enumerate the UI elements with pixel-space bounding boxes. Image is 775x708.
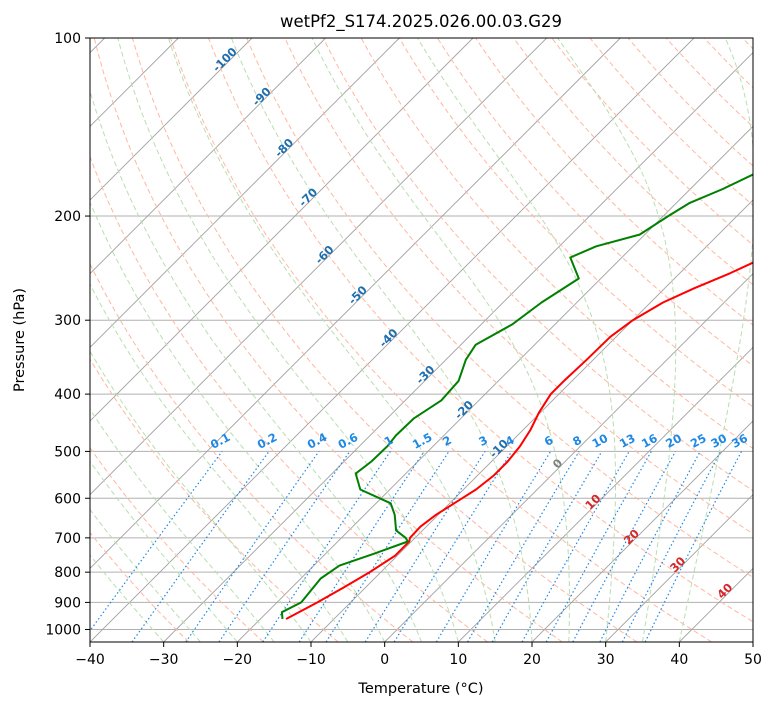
mixing-ratio-line	[572, 451, 677, 642]
mixing-ratio-line	[131, 451, 270, 642]
x-tick-label: 10	[449, 652, 467, 668]
x-tick-label: 0	[380, 652, 389, 668]
moist-adiabats	[90, 38, 753, 642]
mixing-ratio-line	[325, 451, 450, 642]
x-tick-label: 20	[523, 652, 541, 668]
isotherm-line	[90, 38, 547, 496]
dry-adiabat	[90, 262, 414, 642]
mixing-ratio-lines	[90, 451, 743, 642]
x-tick-label: −40	[75, 652, 105, 668]
moist-adiabat	[167, 38, 496, 642]
mixing-ratio-label: 20	[663, 431, 684, 451]
y-tick-label: 1000	[45, 622, 81, 638]
moist-adiabat	[90, 201, 386, 642]
pressure-gridlines	[90, 38, 753, 630]
mixing-ratio-line	[90, 451, 223, 632]
y-tick-label: 600	[54, 491, 81, 507]
y-axis-title: Pressure (hPa)	[12, 288, 28, 392]
moist-adiabat	[90, 408, 275, 642]
mixing-ratio-label: 30	[708, 431, 729, 451]
x-tick-label: 40	[670, 652, 688, 668]
dry-adiabat	[131, 38, 638, 642]
moist-adiabat	[311, 38, 570, 642]
isotherm-line	[163, 52, 753, 642]
dry-adiabat	[322, 38, 753, 492]
isotherm-line	[605, 494, 753, 642]
isotherm-line	[90, 38, 695, 642]
x-tick-label: 30	[597, 652, 615, 668]
skewed-isotherms	[90, 38, 753, 642]
moist-adiabat	[117, 38, 459, 642]
dry-adiabat	[170, 38, 712, 642]
moist-adiabat	[557, 38, 677, 642]
isotherm-line	[90, 38, 326, 275]
x-axis-title: Temperature (°C)	[357, 681, 483, 697]
isotherm-line	[90, 38, 474, 422]
dry-adiabat	[627, 38, 753, 167]
dry-adiabat	[93, 38, 563, 642]
mixing-ratio-line	[218, 451, 351, 642]
mixing-ratio-line	[621, 451, 722, 642]
y-tick-label: 800	[54, 565, 81, 581]
mixing-ratio-label: 25	[688, 431, 709, 451]
y-tick-label: 700	[54, 531, 81, 547]
isotherm-line	[237, 125, 753, 642]
dry-adiabats	[90, 38, 753, 642]
mixing-ratio-label: 10	[590, 431, 611, 451]
dry-adiabat	[551, 38, 753, 246]
y-axis: 100 200 300 400 500 600 700 800 900 1000	[45, 31, 90, 638]
profile-lines	[280, 173, 753, 620]
x-tick-label: −10	[296, 652, 326, 668]
plot-frame	[89, 37, 754, 643]
moist-adiabat	[417, 38, 617, 642]
mixing-ratio-line	[521, 451, 630, 642]
temperature-profile-line	[285, 261, 753, 620]
mixing-ratio-line	[545, 451, 652, 642]
mixing-ratio-line	[298, 451, 425, 642]
dry-adiabat	[475, 38, 753, 326]
dry-adiabat	[589, 38, 753, 206]
mixing-ratio-label: 13	[617, 431, 638, 451]
isotherm-line	[90, 38, 253, 201]
x-axis: −40 −30 −20 −10 0 10 20 30 40 50	[75, 642, 762, 668]
dry-adiabat	[284, 38, 753, 535]
dry-adiabat	[436, 38, 753, 367]
dewpoint-profile-line	[280, 173, 753, 620]
isotherm-line	[90, 38, 400, 348]
isotherm-line	[90, 38, 621, 569]
moist-adiabat	[90, 283, 349, 642]
mixing-ratio-line	[185, 451, 320, 642]
dry-adiabat	[208, 38, 753, 623]
mixing-ratio-line	[262, 451, 391, 642]
moist-adiabat	[90, 460, 238, 642]
y-tick-label: 200	[54, 209, 81, 225]
x-tick-label: −20	[223, 652, 253, 668]
x-tick-label: 50	[744, 652, 762, 668]
mixing-ratio-line	[644, 451, 743, 642]
moist-adiabat	[230, 38, 533, 642]
mixing-ratio-label: 16	[639, 431, 660, 451]
isotherm-line	[384, 273, 753, 642]
isotherm-line	[458, 346, 753, 642]
chart-title: wetPf2_S174.2025.026.00.03.G29	[280, 12, 562, 32]
dry-adiabat	[398, 38, 753, 408]
y-tick-label: 500	[54, 444, 81, 460]
moist-adiabat	[90, 350, 312, 642]
y-tick-label: 300	[54, 313, 81, 329]
mixing-ratio-line	[393, 451, 513, 642]
mixing-ratio-label: 36	[729, 431, 750, 451]
y-tick-label: 900	[54, 595, 81, 611]
dry-adiabat	[360, 38, 753, 450]
x-tick-label: −30	[149, 652, 179, 668]
isotherm-line	[531, 420, 753, 642]
moist-adiabat	[678, 38, 753, 642]
dry-adiabat	[90, 531, 190, 642]
y-tick-label: 100	[54, 31, 81, 47]
y-tick-label: 400	[54, 387, 81, 403]
